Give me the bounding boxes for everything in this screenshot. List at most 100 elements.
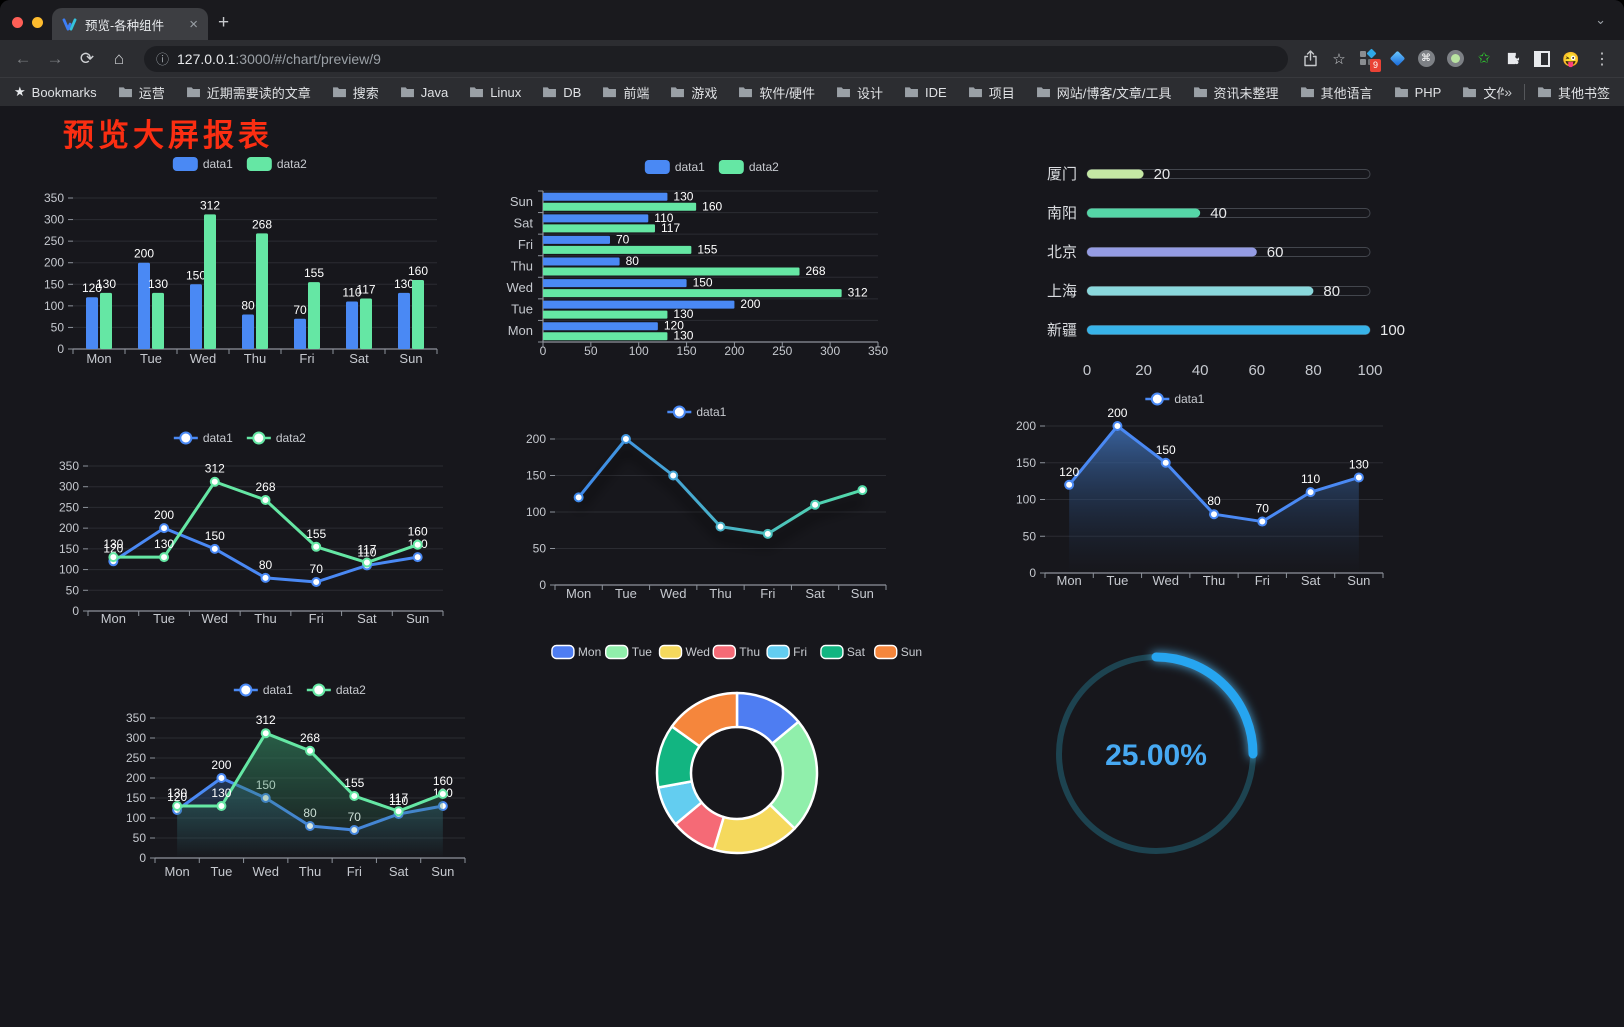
legend-item-Sun[interactable]: Sun xyxy=(874,644,922,660)
svg-text:Sun: Sun xyxy=(510,194,533,209)
forward-button[interactable]: → xyxy=(46,48,64,68)
bookmark-folder[interactable]: 资讯未整理 xyxy=(1193,83,1279,102)
new-tab-button[interactable]: + xyxy=(218,12,230,33)
tab-overflow-chevron-icon[interactable]: ⌄ xyxy=(1595,12,1606,27)
share-icon[interactable] xyxy=(1300,49,1320,69)
legend-item-data2[interactable]: data2 xyxy=(718,160,779,174)
browser-menu-icon[interactable]: ⋮ xyxy=(1594,50,1610,68)
profile-avatar[interactable]: 😜 xyxy=(1562,50,1580,67)
bookmark-folder[interactable]: 搜索 xyxy=(332,83,379,102)
bookmark-folder[interactable]: 网站/博客/文章/工具 xyxy=(1036,83,1172,102)
legend-item-Mon[interactable]: Mon xyxy=(551,644,601,660)
bookmark-folder[interactable]: Linux xyxy=(469,85,521,100)
svg-text:350: 350 xyxy=(868,344,888,358)
bookmark-label: Bookmarks xyxy=(31,84,97,100)
progress-bar-上海 xyxy=(1087,286,1314,296)
bookmark-folder[interactable]: 运营 xyxy=(118,83,165,102)
bookmark-folder[interactable]: IDE xyxy=(904,85,947,100)
svg-text:Wed: Wed xyxy=(507,280,534,295)
dark-reader-icon[interactable] xyxy=(1532,49,1552,69)
extension-green-dot-icon[interactable] xyxy=(1445,49,1465,69)
page-content: 预览大屏报表 0 50 100 150 200 250 300 350 Mon Tue Wed Thu… xyxy=(0,106,1624,1027)
bar-data2-Mon xyxy=(100,292,112,349)
bookmark-folder[interactable]: 设计 xyxy=(836,83,883,102)
bookmark-folder[interactable]: 游戏 xyxy=(670,83,717,102)
bar-data2-Tue xyxy=(543,310,668,319)
svg-text:Fri: Fri xyxy=(760,586,775,601)
svg-text:50: 50 xyxy=(584,344,598,358)
legend-item-data2[interactable]: data2 xyxy=(246,157,307,171)
chart-canvas-percent-gauge: 25.00% xyxy=(1056,652,1258,854)
bookmark-label: 软件/硬件 xyxy=(759,85,815,101)
legend-item-Tue[interactable]: Tue xyxy=(605,644,653,660)
svg-text:Sat: Sat xyxy=(805,586,825,601)
bookmark-star-icon[interactable]: ☆ xyxy=(1332,50,1346,68)
svg-text:160: 160 xyxy=(408,264,428,278)
bookmark-folder[interactable]: Java xyxy=(400,85,448,100)
browser-tab[interactable]: 预览-各种组件 × xyxy=(52,8,208,40)
chart-legend: data1 xyxy=(1145,392,1205,406)
extension-kite-icon[interactable] xyxy=(1387,49,1407,69)
legend-item-Thu[interactable]: Thu xyxy=(712,644,760,660)
bookmark-folder[interactable]: DB xyxy=(542,85,581,100)
marker-data1-Tue xyxy=(1112,421,1123,431)
bookmark-folder[interactable]: 其他语言 xyxy=(1300,83,1373,102)
legend-item-data1[interactable]: data1 xyxy=(667,405,727,419)
legend-item-data1[interactable]: data1 xyxy=(233,683,293,697)
bookmarks-menu[interactable]: ★ Bookmarks xyxy=(14,84,97,100)
legend-item-Fri[interactable]: Fri xyxy=(766,644,807,660)
svg-text:50: 50 xyxy=(51,320,65,334)
extension-grid-icon[interactable]: 9 xyxy=(1358,48,1381,72)
folder-icon xyxy=(905,87,918,98)
legend-item-data1[interactable]: data1 xyxy=(644,160,705,174)
svg-text:Thu: Thu xyxy=(254,611,276,626)
address-bar[interactable]: ⓘ 127.0.0.1:3000/#/chart/preview/9 xyxy=(144,45,1288,72)
bookmark-folder[interactable]: 项目 xyxy=(968,83,1015,102)
legend-item-Wed[interactable]: Wed xyxy=(658,644,710,660)
legend-item-data1[interactable]: data1 xyxy=(1145,392,1205,406)
extension-green-star-icon[interactable]: ✩ xyxy=(1477,50,1491,67)
svg-text:0: 0 xyxy=(57,342,64,356)
site-info-icon[interactable]: ⓘ xyxy=(156,52,170,67)
svg-text:200: 200 xyxy=(1016,419,1036,433)
svg-text:Mon: Mon xyxy=(508,323,533,338)
bookmark-folder[interactable]: PHP xyxy=(1394,85,1441,100)
pie-slice-Sun[interactable] xyxy=(670,691,739,748)
bookmark-folder[interactable]: 前端 xyxy=(602,83,649,102)
legend-item-data1[interactable]: data1 xyxy=(173,431,233,445)
legend-item-Sat[interactable]: Sat xyxy=(820,644,866,660)
marker-data2-Sun xyxy=(437,789,448,799)
other-bookmarks[interactable]: 其他书签 xyxy=(1537,83,1610,102)
reload-button[interactable]: ⟳ xyxy=(79,48,95,68)
bookmark-label: 搜索 xyxy=(352,85,379,101)
svg-text:Tue: Tue xyxy=(140,351,162,366)
legend-item-data1[interactable]: data1 xyxy=(172,157,233,171)
close-window-button[interactable] xyxy=(12,17,23,28)
bookmark-folder[interactable]: 软件/硬件 xyxy=(738,83,815,102)
svg-text:data1: data1 xyxy=(696,405,726,419)
extension-command-icon[interactable]: ⌘ xyxy=(1416,49,1436,69)
bookmark-folder[interactable]: 近期需要读的文章 xyxy=(186,83,311,102)
svg-text:data2: data2 xyxy=(336,683,366,697)
bookmarks-overflow-chevron[interactable]: » xyxy=(1504,84,1512,100)
svg-text:160: 160 xyxy=(702,199,722,213)
back-button[interactable]: ← xyxy=(14,48,32,68)
svg-text:150: 150 xyxy=(1016,456,1036,470)
legend-item-data2[interactable]: data2 xyxy=(306,683,366,697)
minimize-window-button[interactable] xyxy=(32,17,43,28)
tab-close-icon[interactable]: × xyxy=(189,15,198,33)
home-button[interactable]: ⌂ xyxy=(113,48,125,68)
svg-text:25.00%: 25.00% xyxy=(1105,739,1207,772)
svg-text:Mon: Mon xyxy=(578,645,601,659)
extensions-puzzle-icon[interactable] xyxy=(1503,49,1523,69)
svg-text:Thu: Thu xyxy=(511,259,533,274)
svg-text:Mon: Mon xyxy=(164,864,189,879)
bookmark-label: 前端 xyxy=(623,85,650,101)
bookmark-label: IDE xyxy=(925,84,947,100)
bar-data1-Sun xyxy=(543,192,668,201)
bookmark-folder[interactable]: 文件服务器 xyxy=(1462,83,1504,102)
svg-text:70: 70 xyxy=(310,562,324,576)
svg-text:Sat: Sat xyxy=(389,864,409,879)
bar-data1-Wed xyxy=(543,279,687,288)
legend-item-data2[interactable]: data2 xyxy=(246,431,306,445)
